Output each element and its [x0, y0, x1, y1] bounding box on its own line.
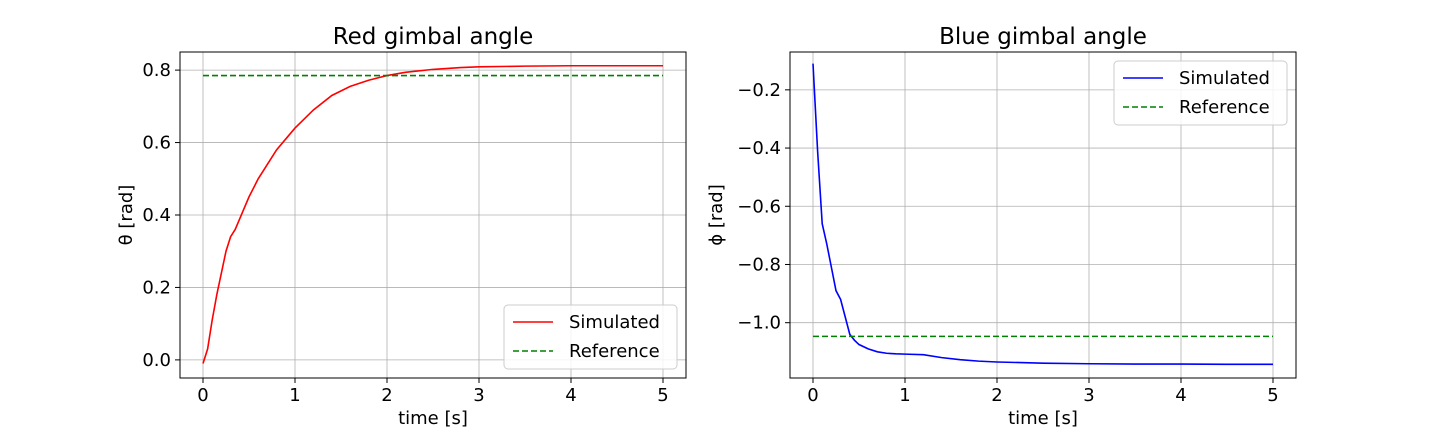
y-axis-label: ϕ [rad]: [706, 184, 727, 246]
x-tick-label: 2: [991, 385, 1002, 406]
y-tick-label: 0.8: [142, 60, 171, 81]
legend-label: Simulated: [569, 312, 660, 333]
x-tick-label: 2: [381, 385, 392, 406]
chart-title: Blue gimbal angle: [939, 24, 1147, 50]
legend-label: Reference: [1179, 97, 1270, 118]
legend-box: [1113, 60, 1288, 126]
red-gimbal-angle-plot: 0 1 2 3 4 5 0.0 0.2 0.4 0.6 0.8 Red gimbal angle tim…: [116, 24, 687, 429]
y-tick-label: −0.8: [737, 254, 781, 275]
x-tick-label: 4: [1175, 385, 1186, 406]
x-tick-label: 4: [565, 385, 576, 406]
series-line-simulated: [812, 63, 1273, 366]
x-tick-label: 3: [1083, 385, 1094, 406]
legend: Simulated Reference: [1113, 60, 1288, 126]
y-tick-label: 0.4: [142, 205, 171, 226]
legend-label: Simulated: [1179, 68, 1270, 89]
x-axis-label: time [s]: [1008, 408, 1078, 429]
series-line-simulated: [202, 64, 663, 364]
y-tick-label: −0.2: [737, 80, 781, 101]
x-tick-label: 0: [197, 385, 208, 406]
y-tick-label: −0.6: [737, 196, 781, 217]
x-tick-label: 1: [289, 385, 300, 406]
legend-label: Reference: [569, 341, 660, 362]
y-tick-label: 0.6: [142, 133, 171, 154]
y-axis-label: θ [rad]: [116, 185, 137, 246]
chart-title: Red gimbal angle: [333, 24, 534, 50]
x-tick-label: 3: [473, 385, 484, 406]
x-tick-label: 5: [657, 385, 668, 406]
x-tick-label: 0: [807, 385, 818, 406]
y-tick-label: −1.0: [737, 313, 781, 334]
plot-frame: [789, 51, 1297, 379]
blue-gimbal-angle-plot: 0 1 2 3 4 5 −0.2 −0.4 −0.6 −0.8 −1.0 Blue gimbal an…: [706, 24, 1297, 429]
legend-box: [503, 304, 678, 370]
legend: Simulated Reference: [503, 304, 678, 370]
x-tick-label: 5: [1267, 385, 1278, 406]
y-tick-label: −0.4: [737, 138, 781, 159]
x-tick-label: 1: [899, 385, 910, 406]
y-tick-label: 0.0: [142, 350, 171, 371]
y-tick-label: 0.2: [142, 277, 171, 298]
x-axis-label: time [s]: [398, 408, 468, 429]
